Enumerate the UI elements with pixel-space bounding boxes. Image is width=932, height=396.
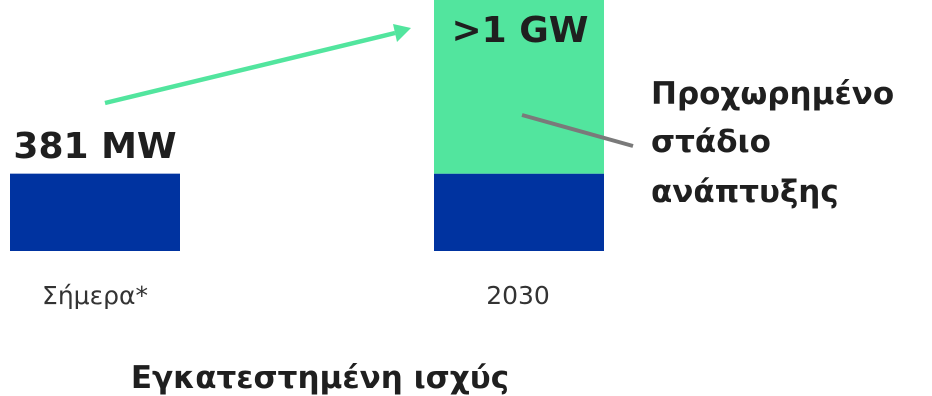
legend-line-3: ανάπτυξης (651, 174, 839, 210)
bars-group (10, 0, 604, 251)
legend-series-label: Προχωρημένο στάδιο ανάπτυξης (651, 76, 905, 210)
bar-2030-series-1 (434, 173, 604, 251)
legend-leader-line (521, 113, 634, 148)
data-label-2030: >1 GW (451, 10, 588, 51)
bar-today-series-1 (10, 173, 180, 251)
growth-arrow-line (104, 30, 396, 106)
legend-line-1: Προχωρημένο (651, 76, 894, 112)
data-label-today: 381 MW (13, 126, 176, 167)
legend-line-2: στάδιο (651, 124, 771, 160)
growth-arrow-head-icon (393, 24, 411, 42)
x-axis-title: Εγκατεστημένη ισχύς (131, 360, 509, 396)
bar-2030-series-2 (434, 0, 604, 174)
x-tick-label-2030: 2030 (486, 281, 550, 310)
x-tick-label-today: Σήμερα* (42, 281, 148, 310)
